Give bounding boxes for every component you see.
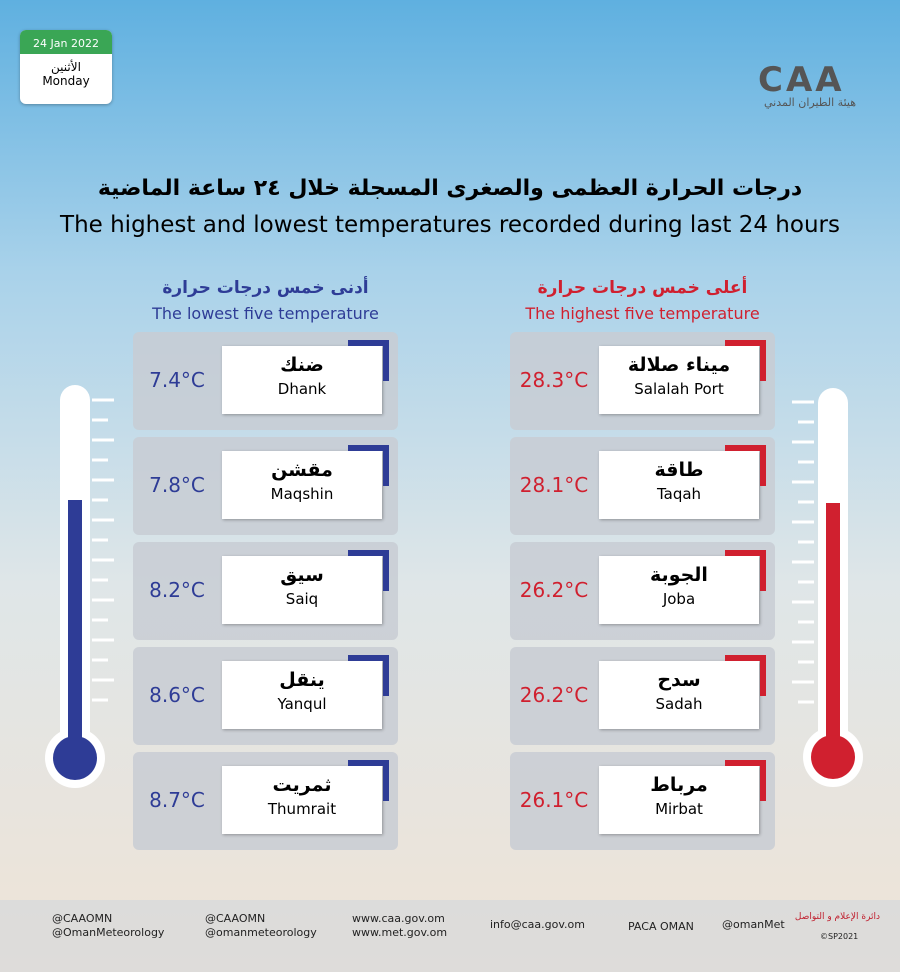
- twitter-1: @CAAOMN: [52, 912, 113, 925]
- lowest-row: 8.7°C ثمريت Thumrait: [133, 752, 398, 850]
- instagram-1: @CAAOMN: [205, 912, 266, 925]
- footer: [0, 900, 900, 972]
- station-ar: ميناء صلالة: [627, 354, 731, 376]
- instagram-2: @omanmeteorology: [205, 926, 317, 939]
- linkedin: PACA OMAN: [628, 920, 694, 933]
- station-en: Dhank: [277, 380, 327, 398]
- corner-accent: [348, 550, 389, 591]
- station-ar: ينقل: [279, 669, 325, 691]
- highest-row: 26.1°C مرباط Mirbat: [510, 752, 775, 850]
- temperature: 8.6°C: [149, 683, 205, 707]
- station-ar: طاقة: [654, 459, 704, 481]
- highest-row: 28.1°C طاقة Taqah: [510, 437, 775, 535]
- temperature: 8.7°C: [149, 788, 205, 812]
- station-en: Joba: [662, 590, 696, 608]
- station-en: Maqshin: [270, 485, 334, 503]
- corner-accent: [725, 550, 766, 591]
- dept: دائرة الإعلام و التواصل: [794, 912, 881, 922]
- station-en: Mirbat: [655, 800, 703, 818]
- lowest-row: 7.4°C ضنك Dhank: [133, 332, 398, 430]
- temperature: 26.1°C: [519, 788, 589, 812]
- station-en: Yanqul: [277, 695, 327, 713]
- station-ar: ضنك: [280, 354, 324, 376]
- logo: CAA: [758, 60, 845, 100]
- station-ar: سيق: [280, 564, 324, 586]
- day-ar: الأثنين: [51, 60, 81, 74]
- temperature: 28.3°C: [519, 368, 589, 392]
- lowest-row: 7.8°C مقشن Maqshin: [133, 437, 398, 535]
- station-ar: الجوبة: [650, 564, 708, 586]
- instagram: @CAAOMN @omanmeteorology: [205, 912, 317, 940]
- date: 24 Jan 2022: [20, 30, 112, 54]
- station-box: ضنك Dhank: [222, 346, 382, 414]
- station-box: ميناء صلالة Salalah Port: [599, 346, 759, 414]
- station-ar: سدح: [657, 669, 701, 691]
- station-en: Thumrait: [267, 800, 337, 818]
- twitter-2: @OmanMeteorology: [52, 926, 165, 939]
- station-ar: ثمريت: [272, 774, 332, 796]
- corner-accent: [348, 760, 389, 801]
- station-en: Saiq: [285, 590, 319, 608]
- temperature: 26.2°C: [519, 683, 589, 707]
- corner-accent: [348, 655, 389, 696]
- facebook: @omanMet: [722, 918, 785, 931]
- web-1: www.caa.gov.om: [352, 912, 445, 925]
- corner-accent: [725, 340, 766, 381]
- station-ar: مقشن: [271, 459, 333, 481]
- station-box: مقشن Maqshin: [222, 451, 382, 519]
- web: www.caa.gov.om www.met.gov.om: [352, 912, 447, 940]
- station-en: Taqah: [656, 485, 702, 503]
- corner-accent: [348, 340, 389, 381]
- station-box: ثمريت Thumrait: [222, 766, 382, 834]
- station-box: سيق Saiq: [222, 556, 382, 624]
- twitter: @CAAOMN @OmanMeteorology: [52, 912, 164, 940]
- corner-accent: [725, 445, 766, 486]
- station-en: Salalah Port: [634, 380, 724, 398]
- date-card: 24 Jan 2022 الأثنين Monday: [20, 30, 112, 104]
- highest-title-en: The highest five temperature: [525, 304, 760, 323]
- corner-accent: [348, 445, 389, 486]
- lowest-row: 8.2°C سيق Saiq: [133, 542, 398, 640]
- copyright: ©SP2021: [820, 932, 859, 941]
- station-ar: مرباط: [650, 774, 708, 796]
- station-box: سدح Sadah: [599, 661, 759, 729]
- highest-row: 26.2°C سدح Sadah: [510, 647, 775, 745]
- email: info@caa.gov.om: [490, 918, 585, 931]
- web-2: www.met.gov.om: [352, 926, 448, 939]
- temperature: 7.8°C: [149, 473, 205, 497]
- logo-ar: هيئة الطيران المدني: [763, 96, 857, 109]
- highest-title-ar: أعلى خمس درجات حرارة: [537, 278, 748, 298]
- station-box: ينقل Yanqul: [222, 661, 382, 729]
- temperature: 7.4°C: [149, 368, 205, 392]
- temperature: 28.1°C: [519, 473, 589, 497]
- highest-row: 28.3°C ميناء صلالة Salalah Port: [510, 332, 775, 430]
- lowest-title-ar: أدنى خمس درجات حرارة: [162, 278, 369, 298]
- day-en: Monday: [42, 74, 90, 88]
- corner-accent: [725, 760, 766, 801]
- thermometer-low: [45, 385, 114, 788]
- title-ar: درجات الحرارة العظمى والصغرى المسجلة خلا…: [97, 176, 803, 201]
- station-box: مرباط Mirbat: [599, 766, 759, 834]
- station-box: طاقة Taqah: [599, 451, 759, 519]
- highest-row: 26.2°C الجوبة Joba: [510, 542, 775, 640]
- title-en: The highest and lowest temperatures reco…: [60, 212, 840, 238]
- temperature: 8.2°C: [149, 578, 205, 602]
- corner-accent: [725, 655, 766, 696]
- temperature: 26.2°C: [519, 578, 589, 602]
- station-en: Sadah: [655, 695, 703, 713]
- lowest-title-en: The lowest five temperature: [152, 304, 379, 323]
- thermometer-high: [792, 388, 863, 787]
- station-box: الجوبة Joba: [599, 556, 759, 624]
- lowest-row: 8.6°C ينقل Yanqul: [133, 647, 398, 745]
